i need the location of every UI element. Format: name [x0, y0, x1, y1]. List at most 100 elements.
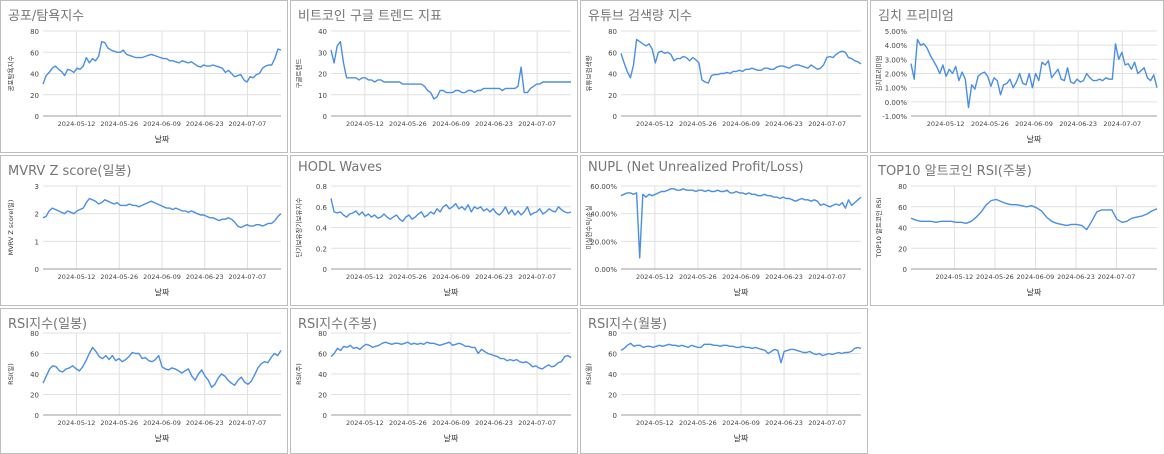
y-tick-label: 40 — [318, 28, 327, 36]
x-tick-label: 2024-07-07 — [229, 273, 267, 281]
chart-svg: 0 0.2 0.4 0.6 0.8 2024-05-12 2024-05-26 2024-06… — [294, 183, 572, 297]
x-axis-title: 날짜 — [1027, 134, 1042, 144]
x-tick-label: 2024-05-12 — [936, 273, 974, 281]
x-tick-label: 2024-05-12 — [346, 419, 384, 427]
x-tick-label: 2024-05-26 — [389, 120, 427, 128]
chart-panel: 유튜브 검색량 지수 0 20 40 60 80 2024-05-12 2024-05-26 2… — [580, 0, 868, 153]
series-line — [620, 188, 862, 259]
y-tick-label: 80 — [608, 28, 617, 36]
y-axis-title: MVRV Z score(일) — [6, 200, 15, 256]
x-tick-label: 2024-05-26 — [389, 419, 427, 427]
y-axis-title: 구글트렌드 — [294, 59, 303, 89]
y-tick-label: 80 — [608, 330, 617, 338]
y-tick-label: 2 — [35, 211, 39, 219]
y-tick-label: 60 — [608, 351, 617, 359]
chart-panel: NUPL (Net Unrealized Profit/Loss) 0.00% 20… — [580, 155, 868, 306]
x-tick-label: 2024-06-09 — [143, 419, 181, 427]
chart-title: RSI지수(월봉) — [588, 317, 668, 332]
chart-title: RSI지수(일봉) — [8, 317, 88, 332]
x-tick-label: 2024-06-09 — [432, 419, 470, 427]
x-tick-label: 2024-05-26 — [679, 419, 717, 427]
x-tick-label: 2024-05-26 — [679, 273, 717, 281]
x-tick-label: 2024-05-26 — [971, 120, 1009, 128]
chart-panel: 공포/탐욕지수 0 20 40 60 80 2024-05-12 2024-05-26 2024… — [0, 0, 288, 153]
y-tick-label: 0 — [323, 412, 327, 420]
y-tick-label: 30 — [318, 49, 327, 57]
x-tick-label: 2024-06-09 — [1017, 273, 1055, 281]
chart-panel: HODL Waves 0 0.2 0.4 0.6 0.8 2024-05-12 2024-05… — [290, 155, 578, 306]
x-tick-label: 2024-06-23 — [186, 120, 224, 128]
x-tick-label: 2024-06-23 — [765, 120, 803, 128]
x-tick-label: 2024-05-12 — [58, 419, 96, 427]
chart-title: 유튜브 검색량 지수 — [588, 9, 692, 24]
series-line — [42, 40, 282, 85]
chart-svg: -1.00% 0.00% 1.00% 2.00% 3.00% 4.00% 5.00% 2024… — [874, 28, 1158, 144]
x-tick-label: 2024-06-23 — [765, 273, 803, 281]
x-axis-title: 날짜 — [1027, 287, 1042, 297]
x-tick-label: 2024-07-07 — [808, 419, 846, 427]
x-tick-label: 2024-07-07 — [518, 120, 556, 128]
x-tick-label: 2024-07-07 — [518, 273, 556, 281]
x-tick-label: 2024-07-07 — [808, 273, 846, 281]
x-tick-label: 2024-06-09 — [143, 273, 181, 281]
x-tick-label: 2024-06-23 — [765, 419, 803, 427]
y-tick-label: 60 — [898, 204, 907, 212]
y-tick-label: 20 — [608, 92, 617, 100]
chart-title: 공포/탐욕지수 — [8, 9, 85, 24]
chart-title: MVRV Z score(일봉) — [8, 164, 132, 179]
y-tick-label: 60.00% — [590, 183, 617, 191]
y-tick-label: 40 — [30, 71, 39, 79]
chart-panel: 비트코인 구글 트렌드 지표 0 10 20 30 40 2024-05-12 2024-05… — [290, 0, 578, 153]
y-tick-label: -1.00% — [882, 113, 907, 121]
y-tick-label: 20.00% — [590, 238, 617, 246]
chart-title: 비트코인 구글 트렌드 지표 — [298, 9, 442, 24]
y-tick-label: 10 — [318, 92, 327, 100]
y-tick-label: 0 — [35, 266, 39, 274]
x-tick-label: 2024-05-26 — [100, 419, 138, 427]
y-tick-label: 1.00% — [885, 85, 908, 93]
chart-title: TOP10 알트코인 RSI(주봉) — [878, 164, 1032, 179]
x-tick-label: 2024-05-12 — [636, 120, 674, 128]
y-tick-label: 0 — [903, 266, 907, 274]
x-tick-label: 2024-06-23 — [186, 273, 224, 281]
chart-svg: 0 20 40 60 80 2024-05-12 2024-05-26 2024-06-09 2… — [6, 330, 282, 443]
x-tick-label: 2024-06-09 — [432, 273, 470, 281]
x-tick-label: 2024-05-12 — [927, 120, 965, 128]
y-axis-title: 미실현수익/손실 — [584, 205, 593, 249]
y-tick-label: 0 — [35, 412, 39, 420]
x-tick-label: 2024-07-07 — [229, 120, 267, 128]
x-tick-label: 2024-06-09 — [722, 419, 760, 427]
y-tick-label: 0 — [613, 412, 617, 420]
chart-svg: 0.00% 20.00% 40.00% 60.00% 2024-05-12 2024-05… — [584, 183, 862, 297]
x-tick-label: 2024-06-23 — [475, 273, 513, 281]
y-tick-label: 40 — [30, 371, 39, 379]
series-line — [330, 40, 571, 100]
chart-title: HODL Waves — [298, 160, 382, 175]
y-tick-label: 0.00% — [595, 266, 618, 274]
x-tick-label: 2024-07-07 — [1098, 273, 1136, 281]
y-axis-title: 단기보유장기보유지수 — [294, 198, 303, 258]
chart-panel: RSI지수(일봉) 0 20 40 60 80 2024-05-12 2024-05-26 20… — [0, 308, 288, 454]
series-line — [330, 341, 572, 370]
series-line — [910, 38, 1158, 109]
x-axis-title: 날짜 — [155, 287, 170, 297]
x-tick-label: 2024-05-26 — [100, 273, 138, 281]
chart-svg: 0 20 40 60 80 2024-05-12 2024-05-26 2024-06-09 2… — [6, 28, 282, 144]
x-tick-label: 2024-05-26 — [389, 273, 427, 281]
y-tick-label: 60 — [30, 351, 39, 359]
chart-panel: TOP10 알트코인 RSI(주봉) 0 20 40 60 80 2024-05-12 202… — [870, 155, 1164, 306]
series-line — [620, 342, 862, 364]
y-axis-title: TOP10 알트코인 RSI — [874, 197, 883, 258]
chart-svg: 0 20 40 60 80 2024-05-12 2024-05-26 2024-06-09 2… — [584, 28, 862, 128]
x-tick-label: 2024-07-07 — [518, 419, 556, 427]
series-line — [910, 198, 1158, 231]
x-tick-label: 2024-06-09 — [722, 273, 760, 281]
chart-svg: 0 1 2 3 2024-05-12 2024-05-26 2024-06-09 2024-0… — [6, 183, 282, 297]
x-tick-label: 2024-05-26 — [100, 120, 138, 128]
y-tick-label: 80 — [898, 183, 907, 191]
x-tick-label: 2024-06-09 — [143, 120, 181, 128]
y-tick-label: 0.2 — [316, 245, 327, 253]
x-tick-label: 2024-06-09 — [722, 120, 760, 128]
x-tick-label: 2024-05-26 — [679, 120, 717, 128]
x-axis-title: 날짜 — [444, 287, 459, 297]
